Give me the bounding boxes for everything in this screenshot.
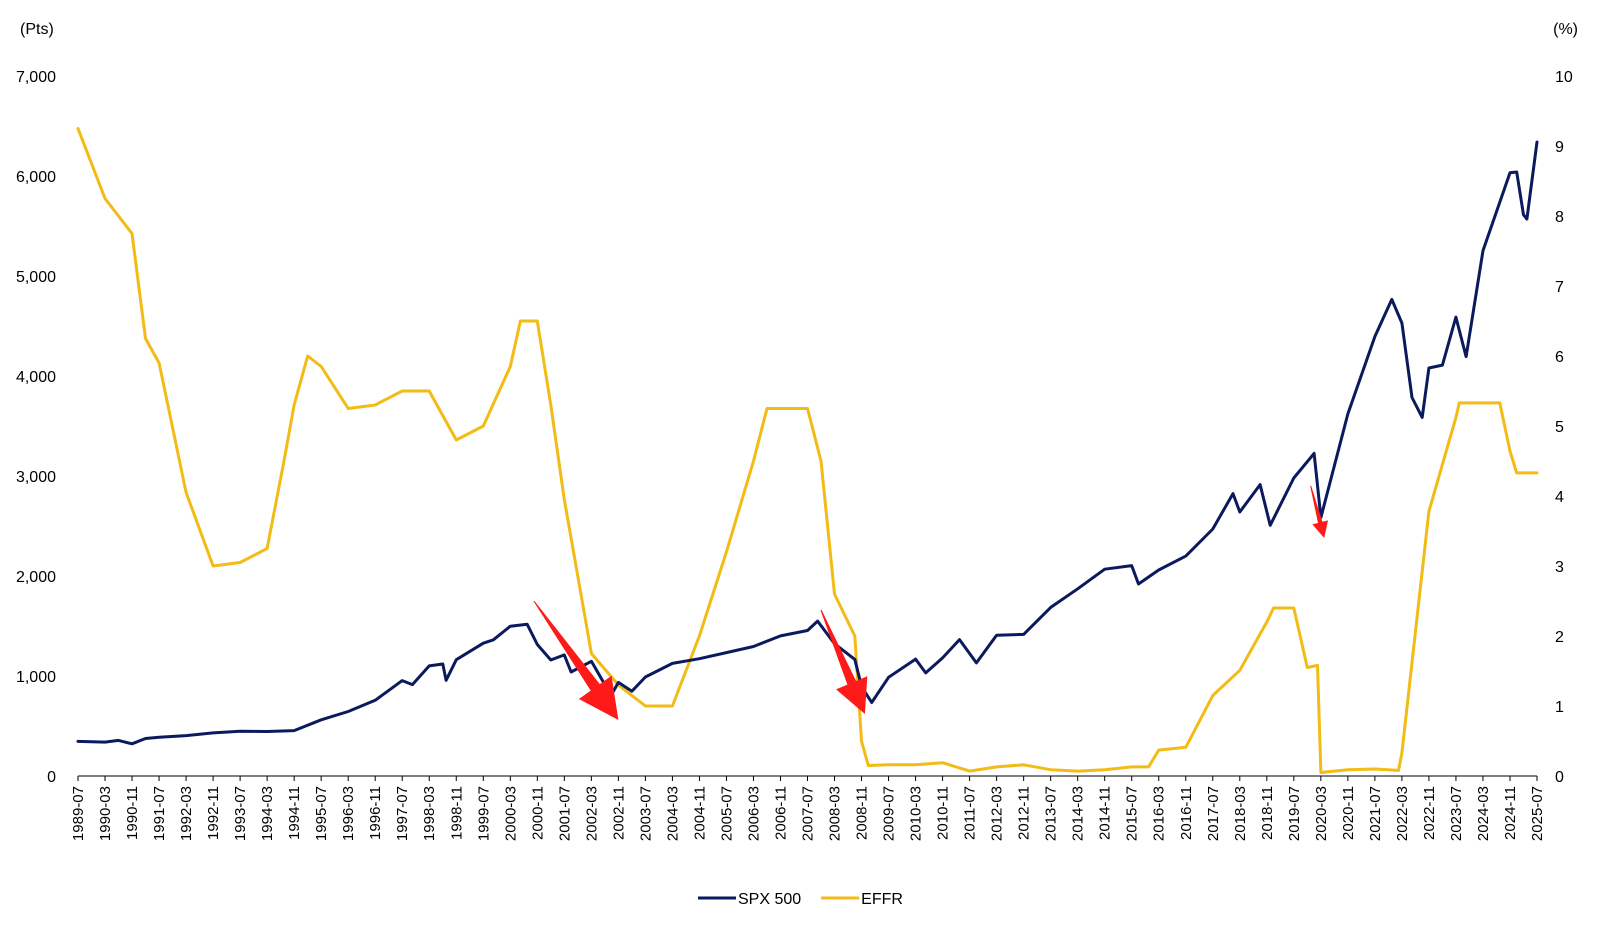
right-tick-label: 6	[1555, 349, 1564, 366]
x-tick-label: 1994-11	[286, 786, 303, 840]
x-tick-label: 1997-07	[394, 786, 411, 841]
x-tick-label: 1998-11	[448, 786, 465, 840]
x-tick-label: 2016-11	[1178, 786, 1195, 840]
right-tick-label: 2	[1555, 629, 1564, 646]
x-tick-label: 2021-07	[1367, 786, 1384, 841]
x-tick-label: 2020-03	[1313, 786, 1330, 841]
annotation-layer	[533, 485, 1328, 720]
left-tick-label: 6,000	[16, 169, 56, 186]
right-tick-label: 7	[1555, 279, 1564, 296]
x-tick-label: 2010-11	[935, 786, 952, 840]
x-tick-label: 2012-11	[1016, 786, 1033, 840]
x-tick-label: 1998-03	[421, 786, 438, 841]
left-tick-label: 0	[47, 769, 56, 786]
x-tick-label: 2006-11	[772, 786, 789, 840]
x-tick-label: 2002-11	[610, 786, 627, 840]
x-tick-label: 2023-07	[1448, 786, 1465, 841]
x-tick-label: 2020-11	[1340, 786, 1357, 840]
x-tick-label: 2000-03	[502, 786, 519, 841]
x-tick-label: 2019-07	[1286, 786, 1303, 841]
x-tick-label: 2024-11	[1502, 786, 1519, 840]
x-tick-label: 2003-07	[637, 786, 654, 841]
x-tick-label: 2024-03	[1475, 786, 1492, 841]
series-line-spx-500	[76, 140, 1539, 746]
x-tick-label: 2008-03	[827, 786, 844, 841]
x-tick-label: 1996-11	[367, 786, 384, 840]
x-tick-label: 2002-03	[583, 786, 600, 841]
x-tick-label: 2007-07	[800, 786, 817, 841]
x-tick-label: 2025-07	[1529, 786, 1546, 841]
x-tick-label: 1990-11	[124, 786, 141, 840]
left-axis-tick-labels: 0 1,000 2,000 3,000 4,000 5,000 6,000 7,000	[16, 69, 56, 786]
x-tick-label: 2013-07	[1043, 786, 1060, 841]
x-tick-label: 1992-03	[178, 786, 195, 841]
x-tick-label: 2022-11	[1421, 786, 1438, 840]
right-tick-label: 3	[1555, 559, 1564, 576]
left-tick-label: 7,000	[16, 69, 56, 86]
x-tick-label: 2016-03	[1151, 786, 1168, 841]
legend-label: EFFR	[861, 891, 903, 908]
right-tick-label: 10	[1555, 69, 1573, 86]
annotation-arrow-1	[533, 600, 619, 720]
x-tick-label: 2011-07	[962, 786, 979, 840]
right-axis-tick-labels: 0 1 2 3 4 5 6 7 8 9 10	[1555, 69, 1573, 786]
x-tick-label: 2001-07	[556, 786, 573, 841]
left-tick-label: 5,000	[16, 269, 56, 286]
x-tick-label: 2006-03	[745, 786, 762, 841]
x-tick-label: 1995-07	[313, 786, 330, 841]
x-tick-label: 2000-11	[529, 786, 546, 840]
x-tick-label: 2004-11	[691, 786, 708, 840]
left-tick-label: 2,000	[16, 569, 56, 586]
legend: SPX 500 EFFR	[698, 891, 903, 908]
x-tick-label: 2014-11	[1097, 786, 1114, 840]
x-tick-label: 2005-07	[718, 786, 735, 841]
right-axis-unit-label: (%)	[1553, 21, 1578, 38]
x-tick-label: 2018-03	[1232, 786, 1249, 841]
series-line-effr	[76, 127, 1539, 774]
right-tick-label: 9	[1555, 139, 1564, 156]
x-tick-label: 2012-03	[989, 786, 1006, 841]
left-tick-label: 3,000	[16, 469, 56, 486]
legend-label: SPX 500	[738, 891, 801, 908]
x-tick-label: 1994-03	[259, 786, 276, 841]
left-axis-unit-label: (Pts)	[20, 21, 54, 38]
x-tick-label: 1993-07	[232, 786, 249, 841]
x-axis-tick-labels: 1989-07 1990-03 1990-11 1991-07 1992-03 1992-…	[70, 776, 1546, 841]
x-tick-label: 2004-03	[664, 786, 681, 841]
right-tick-label: 8	[1555, 209, 1564, 226]
x-tick-label: 2010-03	[908, 786, 925, 841]
right-tick-label: 4	[1555, 489, 1564, 506]
right-tick-label: 0	[1555, 769, 1564, 786]
left-tick-label: 1,000	[16, 669, 56, 686]
x-tick-label: 2022-03	[1394, 786, 1411, 841]
annotation-arrow-2	[820, 609, 868, 714]
x-tick-label: 2009-07	[881, 786, 898, 841]
x-tick-label: 1992-11	[205, 786, 222, 840]
x-tick-label: 2014-03	[1070, 786, 1087, 841]
x-tick-label: 1990-03	[97, 786, 114, 841]
series-layer	[76, 127, 1539, 774]
left-tick-label: 4,000	[16, 369, 56, 386]
x-tick-label: 2018-11	[1259, 786, 1276, 840]
right-tick-label: 1	[1555, 699, 1564, 716]
x-tick-label: 2008-11	[854, 786, 871, 840]
x-tick-label: 1996-03	[340, 786, 357, 841]
x-tick-label: 1989-07	[70, 786, 87, 841]
x-tick-label: 1991-07	[151, 786, 168, 841]
annotation-arrow-3	[1310, 485, 1328, 538]
x-tick-label: 1999-07	[475, 786, 492, 841]
x-tick-label: 2015-07	[1124, 786, 1141, 841]
right-tick-label: 5	[1555, 419, 1564, 436]
x-tick-label: 2017-07	[1205, 786, 1222, 841]
